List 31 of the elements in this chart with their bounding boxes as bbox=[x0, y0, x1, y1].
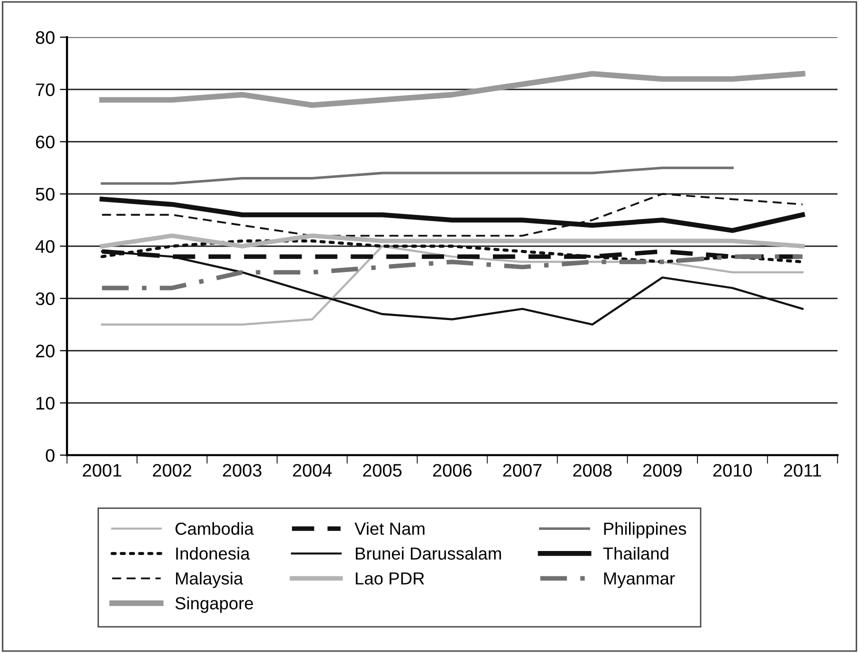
legend-label: Indonesia bbox=[176, 546, 250, 560]
x-tick-label: 2008 bbox=[573, 464, 612, 477]
y-tick-label: 50 bbox=[36, 188, 54, 201]
y-tick-label: 30 bbox=[36, 292, 54, 306]
x-tick-label: 2007 bbox=[503, 464, 542, 477]
line-series bbox=[100, 166, 734, 185]
x-tick-label: 2010 bbox=[713, 464, 752, 477]
x-tick-label: 2001 bbox=[82, 464, 122, 477]
legend-label: Lao PDR bbox=[356, 572, 424, 585]
y-tick-label: 0 bbox=[46, 449, 54, 462]
legend-label: Brunei Darussalam bbox=[356, 546, 501, 560]
y-tick-label: 40 bbox=[36, 240, 54, 253]
x-tick-label: 2004 bbox=[292, 464, 332, 477]
legend-label: Thailand bbox=[603, 546, 668, 560]
x-tick-label: 2002 bbox=[152, 464, 192, 477]
legend-label: Malaysia bbox=[176, 572, 244, 588]
x-tick-label: 2005 bbox=[363, 464, 402, 477]
legend-label: Singapore bbox=[175, 596, 254, 613]
x-tick-label: 2011 bbox=[784, 464, 822, 477]
x-tick-label: 2003 bbox=[222, 464, 262, 477]
legend-label: Viet Nam bbox=[354, 522, 424, 535]
legend-label: Myanmar bbox=[604, 572, 675, 588]
y-tick-label: 60 bbox=[36, 136, 54, 148]
y-tick-label: 70 bbox=[36, 83, 54, 96]
legend-label: Philippines bbox=[604, 522, 686, 538]
y-tick-label: 20 bbox=[36, 344, 54, 358]
y-tick-label: 80 bbox=[36, 31, 54, 44]
x-tick-label: 2006 bbox=[433, 464, 472, 477]
legend-label: Cambodia bbox=[176, 522, 254, 535]
x-tick-label: 2009 bbox=[643, 464, 682, 477]
y-tick-label: 10 bbox=[36, 396, 54, 410]
